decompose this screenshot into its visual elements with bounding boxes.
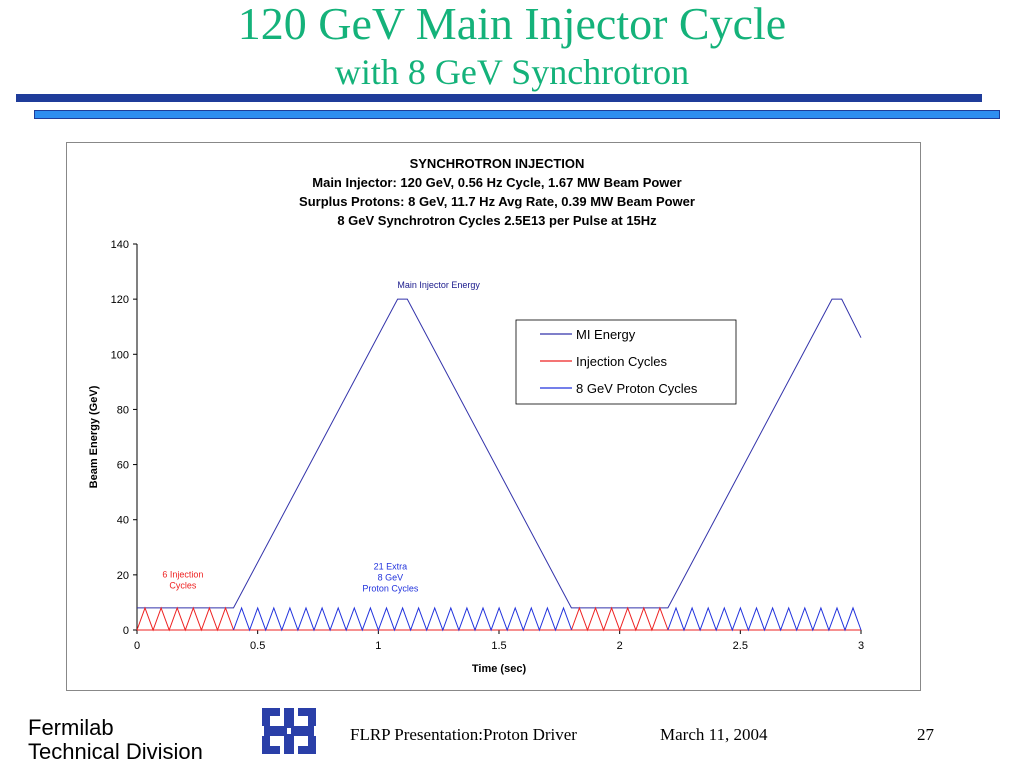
y-axis-label: Beam Energy (GeV) — [88, 385, 100, 488]
y-tick-label: 100 — [111, 349, 129, 361]
fermilab-logo-icon — [262, 708, 316, 754]
page-number: 27 — [917, 725, 934, 744]
legend-box — [515, 319, 737, 405]
x-tick-label: 1.5 — [491, 640, 506, 652]
y-tick-label: 140 — [111, 239, 129, 251]
y-tick-label: 40 — [117, 515, 129, 527]
chart-annotation: Main Injector Energy — [397, 280, 480, 290]
chart-annotation: 6 Injection — [162, 570, 203, 580]
y-tick-label: 80 — [117, 404, 129, 416]
chart-annotation: 8 GeV — [378, 572, 404, 582]
slide-title: 120 GeV Main Injector Cycle — [237, 0, 787, 49]
series-injection-cycles-line — [136, 606, 235, 632]
y-tick-label: 20 — [117, 570, 129, 582]
x-tick-label: 0.5 — [250, 640, 265, 652]
beam-energy-chart: SYNCHROTRON INJECTION Main Injector: 120 … — [88, 156, 864, 675]
chart-annotation: Cycles — [169, 581, 197, 591]
footer-org-line1: Fermilab — [28, 715, 114, 740]
chart-title-line: SYNCHROTRON INJECTION — [410, 156, 585, 171]
chart-annotation: Proton Cycles — [362, 583, 419, 593]
legend-label: Injection Cycles — [576, 354, 668, 369]
chart-title-line: Main Injector: 120 GeV, 0.56 Hz Cycle, 1… — [312, 175, 681, 190]
slide-subtitle: with 8 GeV Synchrotron — [334, 52, 690, 92]
x-tick-label: 1 — [375, 640, 381, 652]
title-divider-light — [34, 110, 1000, 119]
footer-date: March 11, 2004 — [660, 725, 768, 744]
y-tick-label: 120 — [111, 294, 129, 306]
chart-annotation: 21 Extra — [374, 561, 408, 571]
x-tick-label: 3 — [858, 640, 864, 652]
footer-presentation: FLRP Presentation:Proton Driver — [350, 725, 577, 744]
footer-org-line2: Technical Division — [28, 739, 203, 764]
chart-title-line: 8 GeV Synchrotron Cycles 2.5E13 per Puls… — [337, 213, 657, 228]
x-tick-label: 0 — [134, 640, 140, 652]
series-8-gev-proton-cycles-line — [667, 606, 862, 632]
footer-organization: Fermilab Technical Division — [28, 716, 203, 764]
legend-label: MI Energy — [576, 327, 636, 342]
x-axis-label: Time (sec) — [472, 663, 527, 675]
title-divider-dark — [16, 94, 982, 102]
chart-title-line: Surplus Protons: 8 GeV, 11.7 Hz Avg Rate… — [299, 194, 695, 209]
x-tick-label: 2.5 — [733, 640, 748, 652]
series-mi-energy-line — [137, 298, 862, 609]
series-injection-cycles-line — [570, 606, 669, 632]
chart-frame — [66, 142, 921, 691]
y-tick-label: 0 — [123, 625, 129, 637]
x-tick-label: 2 — [617, 640, 623, 652]
legend-label: 8 GeV Proton Cycles — [576, 381, 698, 396]
series-8-gev-proton-cycles-line — [233, 606, 573, 632]
y-tick-label: 60 — [117, 460, 129, 472]
